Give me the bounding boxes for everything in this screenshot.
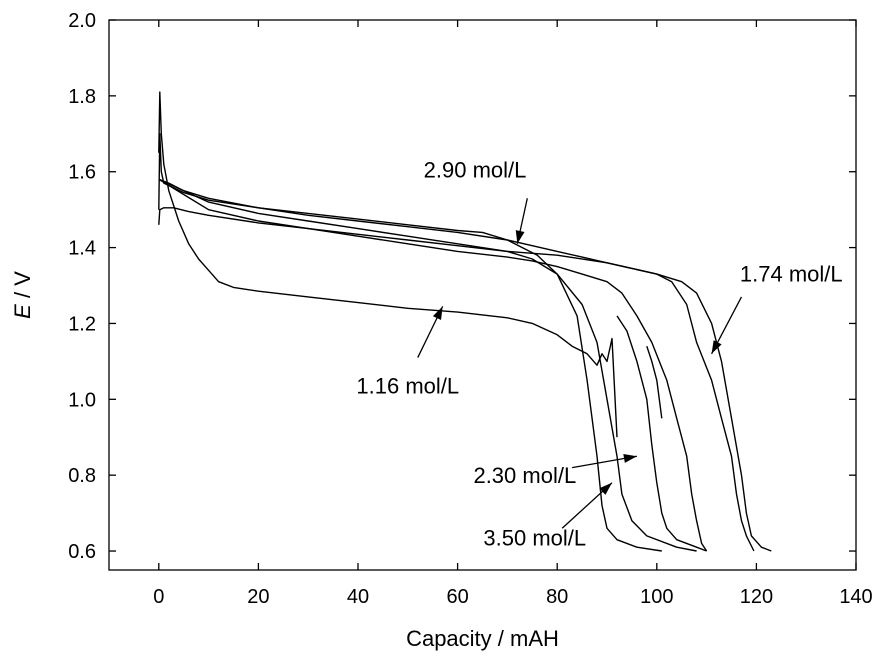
series-line-4 xyxy=(158,178,772,552)
y-tick-label: 1.8 xyxy=(68,86,96,108)
series-line-2 xyxy=(158,133,662,552)
series-line-3 xyxy=(158,91,618,438)
annotation-label: 1.74 mol/L xyxy=(740,262,843,287)
annotation-arrowhead xyxy=(623,454,637,463)
x-tick-label: 80 xyxy=(546,586,568,608)
series-line-8 xyxy=(646,345,663,419)
plot-frame xyxy=(108,19,857,571)
annotation-label: 2.30 mol/L xyxy=(473,463,576,488)
x-axis: 0 20 40 60 80 100 120 140 xyxy=(153,20,873,608)
annotation-label: 1.16 mol/L xyxy=(356,374,459,399)
x-tick-label: 0 xyxy=(153,586,164,608)
x-tick-label: 40 xyxy=(347,586,369,608)
annotation-layer: 2.90 mol/L 1.74 mol/L 1.16 mol/L 2.30 mol/L… xyxy=(356,157,842,550)
series-line-5 xyxy=(158,178,755,552)
y-tick-label: 1.4 xyxy=(68,238,96,260)
annotation-arrowhead xyxy=(711,340,722,354)
annotation-arrowhead xyxy=(599,482,612,495)
y-tick-label: 1.2 xyxy=(68,313,96,335)
annotation-arrowhead xyxy=(432,306,443,321)
x-tick-label: 140 xyxy=(839,586,872,608)
y-axis-title-symbol: E xyxy=(10,304,35,319)
y-tick-label: 2.0 xyxy=(68,10,96,32)
y-axis: 0.6 0.8 1.0 1.2 1.4 1.6 1.8 2.0 xyxy=(68,10,856,563)
y-tick-label: 1.6 xyxy=(68,162,96,184)
y-axis-title-unit: / V xyxy=(10,271,35,304)
annotation-label: 2.90 mol/L xyxy=(424,157,527,182)
data-layer xyxy=(158,91,772,552)
annotation-label: 3.50 mol/L xyxy=(483,525,586,550)
x-tick-label: 120 xyxy=(740,586,773,608)
annotation-arrowhead xyxy=(515,230,525,244)
y-tick-label: 1.0 xyxy=(68,389,96,411)
x-axis-title: Capacity / mAH xyxy=(406,626,559,651)
x-tick-label: 60 xyxy=(446,586,468,608)
y-tick-label: 0.6 xyxy=(68,541,96,563)
x-tick-label: 100 xyxy=(640,586,673,608)
x-tick-label: 20 xyxy=(247,586,269,608)
series-line-6 xyxy=(158,178,708,552)
y-axis-title: E / V xyxy=(10,271,35,319)
series-line-7 xyxy=(616,315,707,552)
y-tick-label: 0.8 xyxy=(68,465,96,487)
